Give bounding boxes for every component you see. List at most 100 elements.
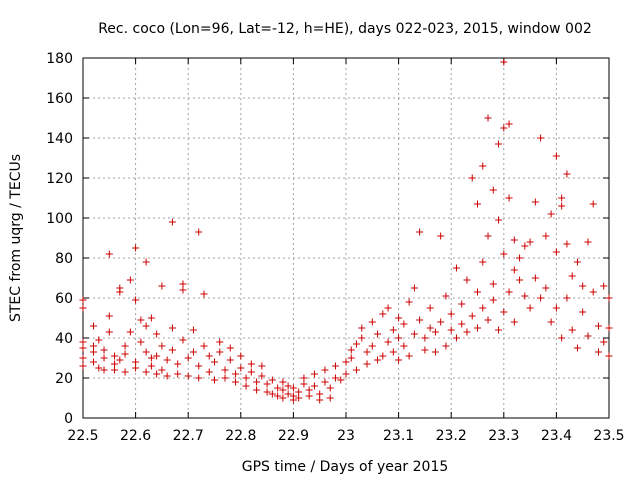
data-point [211, 358, 218, 366]
x-axis-label: GPS time / Days of year 2015 [242, 459, 449, 475]
data-point [279, 394, 287, 402]
data-point [447, 310, 455, 318]
data-point [510, 318, 518, 326]
x-tick-label: 23.1 [383, 428, 414, 444]
data-point [247, 360, 255, 368]
data-point [337, 376, 345, 384]
data-point [184, 354, 192, 362]
data-point [279, 378, 287, 386]
x-tick-labels: 22.5 22.6 22.7 22.8 22.9 23 23.1 23.2 23.3 23.4 23… [67, 428, 624, 444]
data-point [505, 194, 513, 202]
data-point [368, 342, 376, 350]
data-point [258, 362, 266, 370]
y-tick-label: 40 [55, 331, 73, 347]
data-point [189, 326, 197, 334]
data-point [558, 334, 566, 342]
data-point [384, 338, 392, 346]
data-point [579, 308, 587, 316]
data-point [179, 336, 187, 344]
data-point [305, 386, 313, 394]
data-point [531, 198, 539, 206]
y-tick-label: 60 [55, 291, 73, 307]
data-point [542, 232, 550, 240]
data-point [179, 280, 187, 288]
data-point [342, 370, 350, 378]
data-point [363, 360, 371, 368]
data-point [263, 388, 271, 396]
data-point [237, 364, 245, 372]
data-point [232, 370, 240, 378]
data-point [547, 318, 555, 326]
data-point [137, 316, 145, 324]
data-point [579, 282, 587, 290]
data-point [458, 320, 466, 328]
data-point [547, 210, 555, 218]
data-point [226, 356, 234, 364]
data-point [347, 346, 355, 354]
y-tick-label: 0 [64, 411, 73, 427]
data-point [374, 330, 382, 338]
data-point [216, 338, 224, 346]
x-tick-label: 22.7 [173, 428, 204, 444]
data-point [316, 396, 324, 404]
data-point [389, 348, 397, 356]
data-point [389, 326, 397, 334]
data-point [484, 316, 492, 324]
data-point [426, 324, 434, 332]
data-point [310, 370, 318, 378]
data-point [116, 284, 124, 292]
data-point [211, 376, 218, 384]
data-point [274, 384, 282, 392]
data-point [395, 334, 403, 342]
data-point [253, 386, 261, 394]
data-point [495, 326, 503, 334]
data-point [495, 216, 503, 224]
data-point [331, 374, 339, 382]
x-tick-label: 22.8 [225, 428, 256, 444]
data-point [195, 362, 203, 370]
data-point [500, 124, 508, 132]
y-tick-label: 80 [55, 251, 73, 267]
data-point [90, 322, 98, 330]
data-point [184, 372, 192, 380]
data-point [426, 304, 434, 312]
data-point [111, 360, 119, 368]
data-point [358, 324, 366, 332]
data-point [521, 242, 529, 250]
data-point [537, 294, 545, 302]
data-point [79, 304, 87, 312]
data-point [95, 336, 103, 344]
data-point [374, 356, 382, 364]
data-point [500, 250, 508, 258]
data-point [573, 258, 581, 266]
data-point [542, 284, 550, 292]
data-point [521, 292, 529, 300]
data-point [452, 334, 460, 342]
x-tick-label: 23.2 [436, 428, 467, 444]
data-point [116, 356, 124, 364]
data-point [147, 314, 155, 322]
data-point [126, 276, 134, 284]
data-point [268, 390, 276, 398]
data-point [347, 354, 355, 362]
chart-title: Rec. coco (Lon=96, Lat=-12, h=HE), days … [98, 21, 592, 37]
data-point [279, 386, 287, 394]
data-point [405, 298, 413, 306]
data-point [452, 264, 460, 272]
data-point [326, 384, 334, 392]
data-point [100, 366, 108, 374]
data-point [484, 232, 492, 240]
data-point [126, 328, 134, 336]
y-tick-label: 180 [46, 51, 73, 67]
data-point [132, 358, 140, 366]
data-point [305, 392, 313, 400]
data-point [95, 364, 103, 372]
data-point [221, 374, 229, 382]
data-point [289, 392, 297, 400]
data-point [195, 374, 203, 382]
data-point [158, 366, 166, 374]
data-point [600, 338, 608, 346]
y-tick-labels: 0 20 40 60 80 100 120 140 160 180 [46, 51, 73, 427]
data-point [568, 326, 576, 334]
data-point [300, 380, 308, 388]
